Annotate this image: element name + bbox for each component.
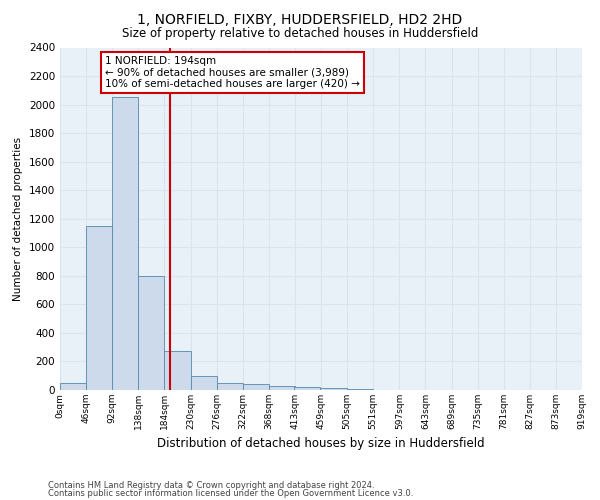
- Bar: [164, 351, 191, 390]
- Text: 1, NORFIELD, FIXBY, HUDDERSFIELD, HD2 2HD: 1, NORFIELD, FIXBY, HUDDERSFIELD, HD2 2H…: [137, 12, 463, 26]
- Bar: [243, 384, 269, 390]
- Bar: [347, 388, 373, 390]
- Bar: [112, 98, 139, 390]
- Bar: [60, 383, 86, 390]
- Text: 1 NORFIELD: 194sqm
← 90% of detached houses are smaller (3,989)
10% of semi-deta: 1 NORFIELD: 194sqm ← 90% of detached hou…: [106, 56, 360, 90]
- Bar: [217, 383, 243, 390]
- Text: Contains HM Land Registry data © Crown copyright and database right 2024.: Contains HM Land Registry data © Crown c…: [48, 481, 374, 490]
- X-axis label: Distribution of detached houses by size in Huddersfield: Distribution of detached houses by size …: [157, 438, 485, 450]
- Bar: [86, 226, 112, 390]
- Bar: [139, 276, 164, 390]
- Y-axis label: Number of detached properties: Number of detached properties: [13, 136, 23, 301]
- Text: Size of property relative to detached houses in Huddersfield: Size of property relative to detached ho…: [122, 28, 478, 40]
- Bar: [320, 388, 347, 390]
- Bar: [191, 376, 217, 390]
- Text: Contains public sector information licensed under the Open Government Licence v3: Contains public sector information licen…: [48, 488, 413, 498]
- Bar: [269, 386, 295, 390]
- Bar: [295, 387, 320, 390]
